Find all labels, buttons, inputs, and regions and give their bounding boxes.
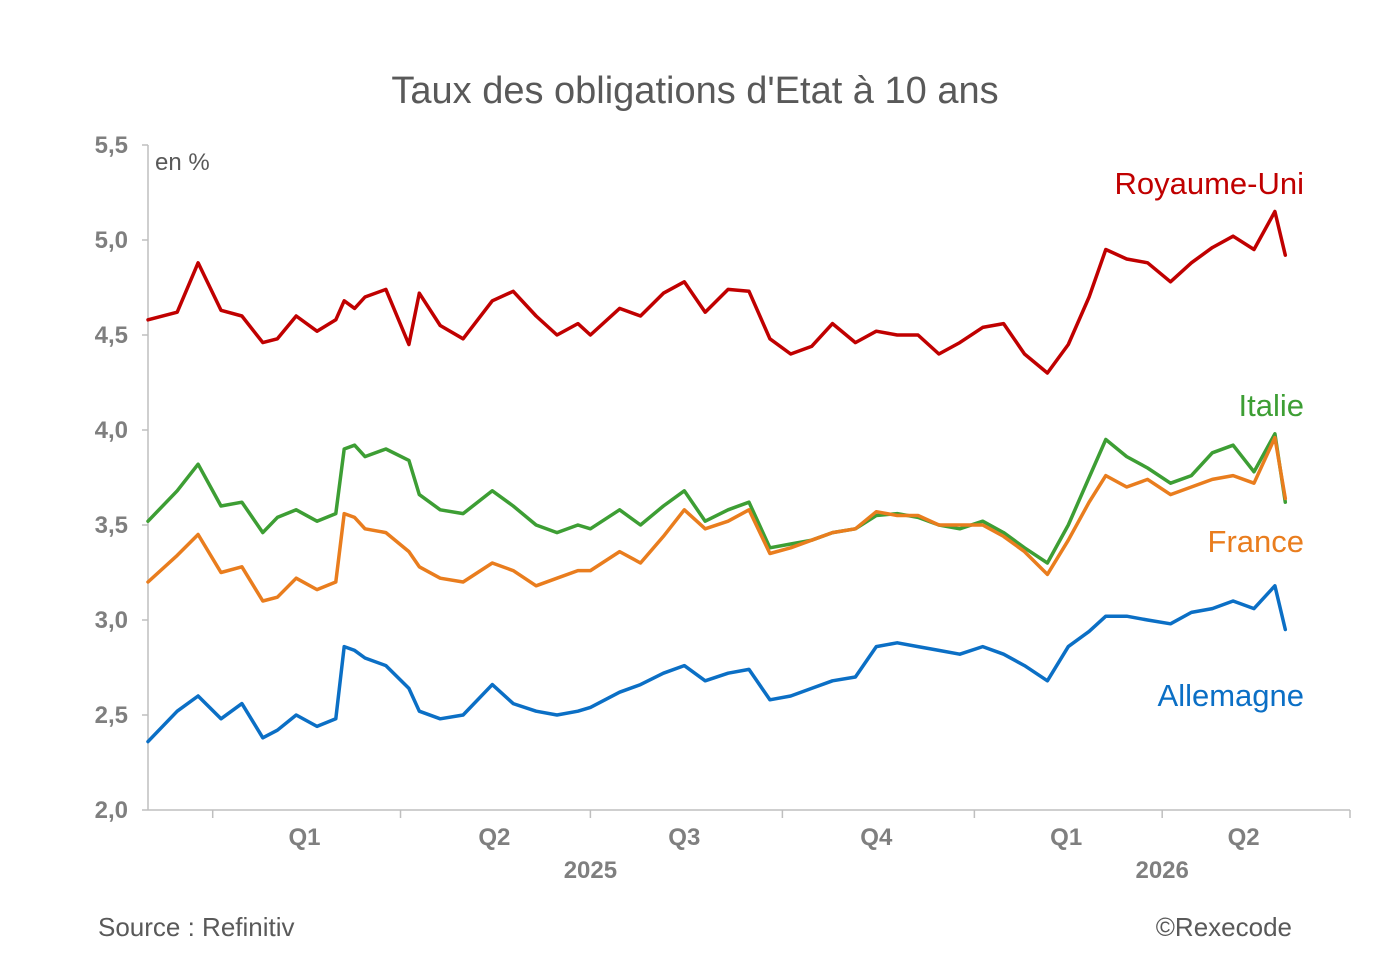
x-tick-label: Q1 [289, 824, 321, 851]
y-tick-label: 3,0 [95, 607, 128, 634]
series-label-france: France [1208, 524, 1304, 559]
y-tick-label: 5,0 [95, 227, 128, 254]
x-tick-label: Q4 [860, 824, 893, 851]
series-label-royaume-uni: Royaume-Uni [1114, 166, 1304, 201]
y-tick-label: 2,5 [95, 702, 128, 729]
series-lines [146, 209, 1288, 744]
x-tick-label: Q3 [668, 824, 700, 851]
x-axis: Q1 Q2 Q3 Q4 Q1 Q2 2025 2026 [148, 809, 1351, 884]
y-tick-label: 4,0 [95, 417, 128, 444]
series-label-allemagne: Allemagne [1158, 678, 1304, 713]
x-year-label: 2025 [564, 857, 617, 884]
y-axis: 2,0 2,5 3,0 3,5 4,0 4,5 5,0 5,5 [95, 132, 149, 824]
y-tick-label: 4,5 [95, 322, 128, 349]
source-note: Source : Refinitiv [98, 912, 295, 942]
series-line-italie [146, 432, 1288, 565]
x-tick-label: Q2 [1228, 824, 1260, 851]
x-tick-label: Q2 [478, 824, 510, 851]
x-year-label: 2026 [1135, 857, 1188, 884]
copyright-note: ©Rexecode [1155, 912, 1292, 942]
series-line-royaume-uni [146, 209, 1288, 375]
series-line-france [146, 435, 1288, 603]
series-label-italie: Italie [1239, 388, 1304, 423]
series-labels: Royaume-Uni Italie France Allemagne [1114, 166, 1304, 713]
y-tick-label: 2,0 [95, 797, 128, 824]
series-line-allemagne [146, 584, 1288, 744]
chart-title: Taux des obligations d'Etat à 10 ans [391, 70, 999, 112]
x-tick-label: Q1 [1050, 824, 1082, 851]
y-tick-label: 5,5 [95, 132, 128, 159]
y-tick-label: 3,5 [95, 512, 128, 539]
unit-label: en % [155, 149, 210, 176]
